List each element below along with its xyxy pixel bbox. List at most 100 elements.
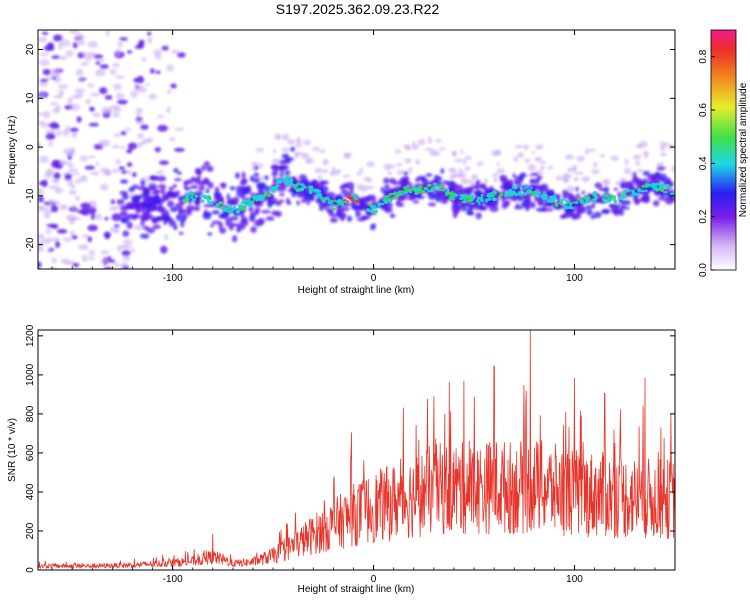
ridge-cell — [373, 210, 377, 213]
spectrogram-cell — [72, 262, 80, 268]
spectrogram-cell — [198, 184, 205, 191]
y-tick-label: 0 — [25, 144, 36, 150]
spectrogram-cell — [104, 95, 113, 100]
spectrogram-cell — [500, 196, 506, 202]
spectrogram-cell — [286, 197, 290, 204]
spectrogram-cell — [89, 92, 101, 97]
spectrogram-cell — [575, 171, 584, 175]
spectrogram-cell — [99, 87, 108, 95]
spectrogram-cell — [80, 61, 90, 66]
spectrogram-cell — [79, 155, 89, 162]
ridge-cell — [267, 194, 272, 198]
ridge-cell — [388, 192, 392, 197]
spectrogram-cell — [218, 213, 226, 219]
spectrogram-cell — [622, 206, 630, 210]
spectrogram-cell — [38, 112, 47, 116]
spectrogram-cell — [547, 165, 554, 170]
spectrogram-cell — [162, 216, 168, 221]
ridge-cell — [569, 201, 573, 207]
spectrogram-cell — [633, 198, 642, 204]
ridge-cell — [366, 208, 371, 213]
spectrogram-cell — [166, 106, 171, 114]
spectrogram-cell — [178, 209, 183, 215]
spectrogram-cell — [249, 214, 256, 223]
spectrogram-cell — [442, 180, 449, 185]
spectrogram-cell — [640, 195, 648, 203]
spectrogram-cell — [296, 193, 306, 198]
spectrogram-cell — [71, 131, 78, 139]
spectrogram-cell — [124, 127, 132, 132]
ridge-cell — [235, 210, 240, 214]
spectrogram-cell — [575, 186, 579, 192]
spectrogram-cell — [88, 256, 95, 261]
spectrogram-cell — [133, 224, 145, 231]
spectrogram-cell — [450, 172, 460, 178]
spectrogram-cell — [531, 185, 541, 190]
ridge-cell — [652, 187, 656, 191]
spectrogram-cell — [126, 148, 133, 154]
spectrogram-cell — [355, 210, 362, 218]
ridge-cell — [399, 192, 404, 196]
y-tick-label: 800 — [25, 405, 36, 422]
ridge-cell — [438, 187, 442, 191]
spectrogram-cell — [295, 142, 303, 148]
y-tick-label: 400 — [25, 483, 36, 500]
spectrogram-cell — [146, 210, 150, 218]
spectrogram-cell — [252, 177, 260, 184]
y-tick-label: 10 — [25, 92, 36, 104]
spectrogram-cell — [145, 82, 150, 87]
spectrogram-cell — [132, 215, 137, 221]
spectrogram-cell — [160, 187, 166, 195]
spectrogram-cell — [80, 51, 88, 55]
spectrogram-cell — [81, 254, 88, 262]
ridge-cell — [330, 199, 334, 204]
spectrogram-cell — [424, 147, 433, 151]
x-tick-label: -100 — [163, 574, 183, 585]
ridge-cell — [332, 208, 337, 211]
spectrogram-cell — [51, 76, 57, 80]
ridge-cell — [530, 186, 533, 190]
spectrogram-cell — [153, 194, 159, 200]
spectrogram-cell — [306, 157, 310, 164]
spectrogram-cell — [330, 213, 337, 218]
spectrogram-cell — [44, 171, 52, 179]
spectrogram-cell — [568, 167, 574, 172]
spectrogram-cell — [340, 189, 349, 195]
spectrogram-cell — [195, 167, 202, 174]
snr-frame — [37, 329, 676, 571]
snr-x-ticks: -100 0 100 — [51, 330, 676, 585]
spectrogram-cell — [51, 55, 60, 59]
spectrogram-cell — [314, 167, 324, 174]
spectrogram-cell — [592, 162, 598, 168]
ridge-cell — [255, 197, 258, 202]
spectrogram-cell — [272, 148, 277, 154]
ridge-cell — [240, 201, 244, 205]
spectrogram-cell — [74, 178, 82, 184]
spectrogram-cell — [340, 185, 348, 189]
ridge-cell — [644, 189, 648, 193]
ridge-cell — [403, 185, 408, 190]
spectrogram-cell — [642, 170, 651, 176]
spectrogram-cell — [472, 173, 477, 178]
spectrogram-cell — [53, 34, 63, 42]
spectrogram-cell — [491, 150, 500, 156]
spectrogram-cell — [153, 49, 163, 56]
spectrogram-cell — [279, 192, 285, 197]
spectrogram-cell — [354, 205, 359, 213]
ridge-cell — [292, 186, 296, 189]
spectrogram-cell — [399, 176, 409, 183]
spectrogram-cell — [366, 161, 375, 168]
spectrogram-cell — [83, 243, 88, 251]
ridge-cell — [382, 199, 385, 202]
ridge-cell — [280, 173, 284, 176]
spectrogram-cell — [610, 155, 619, 162]
colorbar: 0.0 0.2 0.4 0.6 0.8 Normalized spectral ampl… — [698, 29, 749, 277]
spectrogram-cell — [41, 31, 49, 36]
spectrogram-cell — [456, 184, 463, 191]
ridge-cell — [487, 192, 490, 197]
ridge-cell — [619, 196, 622, 201]
ridge-cell — [470, 202, 475, 205]
spectrogram-cell — [122, 239, 133, 245]
